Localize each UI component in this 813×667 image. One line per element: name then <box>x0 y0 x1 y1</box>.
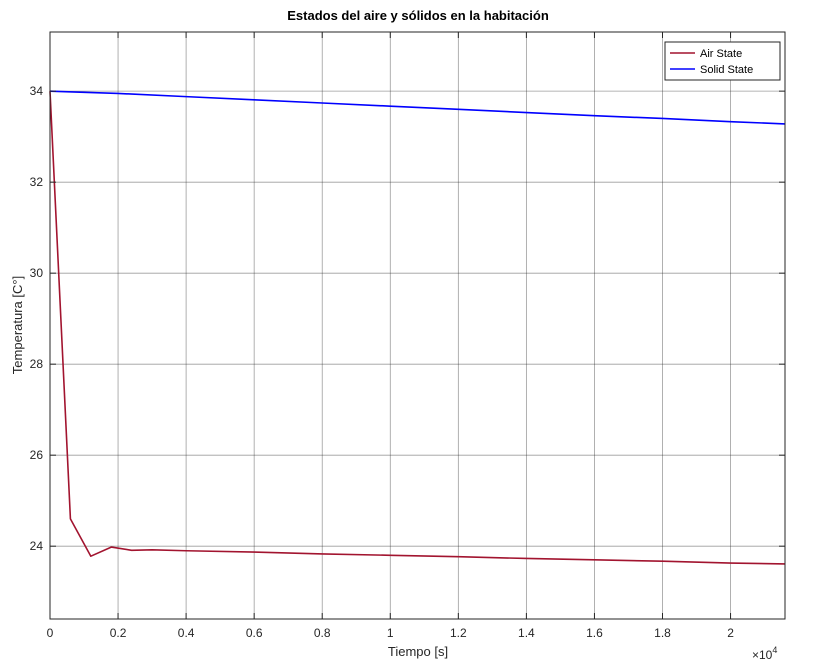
legend-label-air-state: Air State <box>700 48 742 60</box>
plot-area <box>50 32 785 619</box>
x-tick-label: 0.6 <box>246 626 263 640</box>
series-layer <box>49 90 786 565</box>
x-tick-label: 0 <box>47 626 54 640</box>
x-tick-label: 1.4 <box>518 626 535 640</box>
series-line-solid-state <box>49 90 786 125</box>
x-tick-label: 1.6 <box>586 626 603 640</box>
x-tick-label: 2 <box>727 626 734 640</box>
legend: Air State Solid State <box>664 41 781 81</box>
x-tick-label: 1 <box>387 626 394 640</box>
plot-frame <box>49 31 786 620</box>
y-tick-label: 34 <box>30 84 44 98</box>
y-tick-label: 24 <box>30 539 44 553</box>
chart-title: Estados del aire y sólidos en la habitac… <box>287 8 549 23</box>
legend-label-solid-state: Solid State <box>700 64 753 76</box>
y-tick-label: 32 <box>30 175 44 189</box>
y-tick-label: 26 <box>30 448 44 462</box>
x-axis-ticks: 0 0.2 0.4 0.6 0.8 1 1.2 1.4 1.6 1.8 2 <box>47 32 734 640</box>
x-axis-exponent: ×104 <box>752 645 777 662</box>
legend-box <box>664 41 781 81</box>
x-axis-label: Tiempo [s] <box>388 644 448 659</box>
x-tick-label: 0.2 <box>110 626 127 640</box>
y-tick-label: 28 <box>30 357 44 371</box>
x-tick-label: 1.2 <box>450 626 467 640</box>
series-line-air-state <box>49 91 786 565</box>
x-tick-label: 1.8 <box>654 626 671 640</box>
y-tick-label: 30 <box>30 266 44 280</box>
x-tick-label: 0.4 <box>178 626 195 640</box>
grid <box>49 32 785 619</box>
y-axis-ticks: 24 26 28 30 32 34 <box>30 84 785 553</box>
x-tick-label: 0.8 <box>314 626 331 640</box>
y-axis-label: Temperatura [C°] <box>10 276 25 374</box>
